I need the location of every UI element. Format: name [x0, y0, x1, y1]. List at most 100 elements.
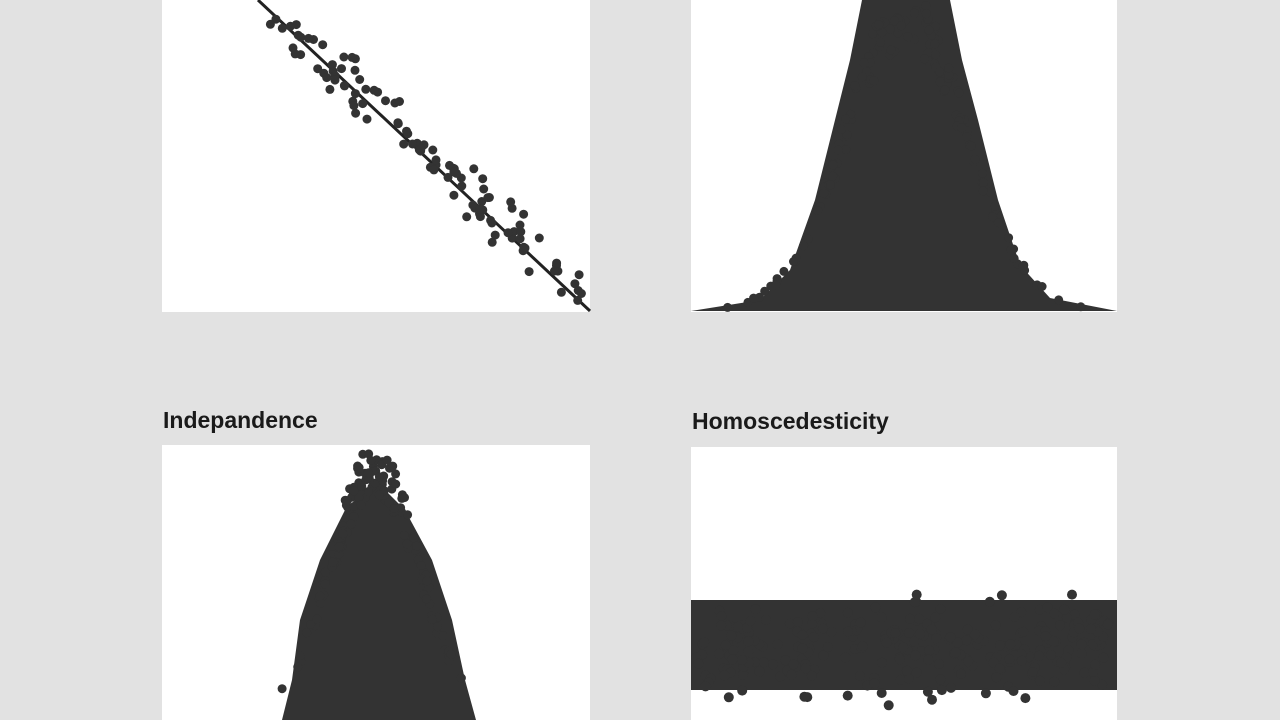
dot	[388, 461, 398, 471]
dot	[400, 493, 409, 503]
dot	[1054, 295, 1064, 305]
dot	[789, 257, 798, 266]
dot	[995, 640, 1005, 651]
dot	[786, 669, 797, 680]
dot	[1040, 631, 1051, 642]
dot	[978, 178, 988, 188]
dot	[935, 604, 946, 614]
dot	[771, 280, 781, 290]
dot	[909, 597, 920, 608]
dot	[1061, 612, 1072, 623]
dot	[719, 670, 730, 681]
dot	[1048, 636, 1059, 647]
dot	[693, 658, 704, 669]
dot	[826, 626, 837, 637]
dot	[803, 234, 813, 244]
dot	[519, 242, 529, 252]
dot	[475, 204, 485, 214]
dot	[358, 99, 368, 109]
dot	[487, 237, 497, 247]
dot	[792, 617, 803, 627]
dot	[924, 645, 935, 656]
dot	[903, 32, 913, 42]
dot	[302, 628, 312, 638]
dot	[930, 612, 941, 623]
dot	[315, 591, 325, 601]
dot	[381, 96, 390, 106]
dot	[393, 118, 403, 128]
dot	[961, 635, 972, 646]
dot	[857, 72, 867, 82]
dot	[1042, 602, 1053, 613]
dot	[760, 286, 770, 296]
dot	[855, 670, 865, 681]
dot	[330, 75, 340, 85]
dot	[737, 669, 748, 680]
dot	[931, 50, 941, 60]
dot	[895, 674, 906, 685]
dot	[1055, 620, 1065, 631]
dot	[826, 180, 835, 190]
dot	[714, 648, 725, 659]
dot	[813, 206, 823, 215]
dot	[874, 20, 884, 30]
dot	[506, 197, 516, 207]
dot	[898, 642, 909, 653]
dot	[320, 567, 330, 577]
dot	[921, 9, 931, 19]
dot	[503, 228, 513, 238]
dot	[723, 302, 733, 312]
dot	[859, 58, 869, 68]
dot	[780, 655, 791, 666]
dot	[926, 624, 937, 635]
panel-top-left	[162, 0, 590, 312]
dot	[876, 37, 885, 47]
dot	[716, 620, 727, 631]
dot	[935, 67, 945, 77]
dot	[1009, 253, 1019, 263]
dot	[962, 624, 973, 635]
dot	[931, 633, 942, 644]
dot	[933, 659, 944, 669]
dot	[322, 73, 332, 83]
dot	[318, 40, 328, 50]
dot	[339, 81, 349, 91]
dot	[325, 84, 335, 94]
dot	[515, 234, 525, 244]
dot	[775, 671, 786, 682]
dot	[886, 45, 896, 55]
dot	[869, 76, 879, 86]
dot	[369, 85, 379, 95]
dot	[403, 510, 413, 520]
dot	[1034, 650, 1045, 661]
dot	[552, 258, 562, 268]
dot	[1020, 693, 1031, 704]
dot	[962, 132, 972, 142]
dot	[320, 579, 330, 589]
dot	[416, 561, 426, 570]
dot	[431, 155, 441, 165]
dot	[779, 266, 789, 276]
dot	[349, 502, 359, 511]
dot	[716, 611, 727, 621]
dot	[978, 168, 987, 178]
dot	[842, 690, 853, 701]
dot	[910, 650, 921, 661]
dot	[409, 533, 419, 543]
dot	[486, 215, 496, 225]
dot	[911, 667, 922, 678]
dot	[963, 656, 974, 667]
dot	[767, 659, 778, 670]
dot	[737, 655, 748, 666]
dot	[890, 16, 899, 26]
dot	[479, 184, 489, 194]
dot	[362, 114, 372, 124]
dot	[950, 647, 961, 658]
dot	[515, 220, 525, 230]
dot	[422, 594, 431, 604]
dot	[903, 673, 914, 684]
dot	[833, 145, 843, 155]
dot	[954, 88, 964, 98]
